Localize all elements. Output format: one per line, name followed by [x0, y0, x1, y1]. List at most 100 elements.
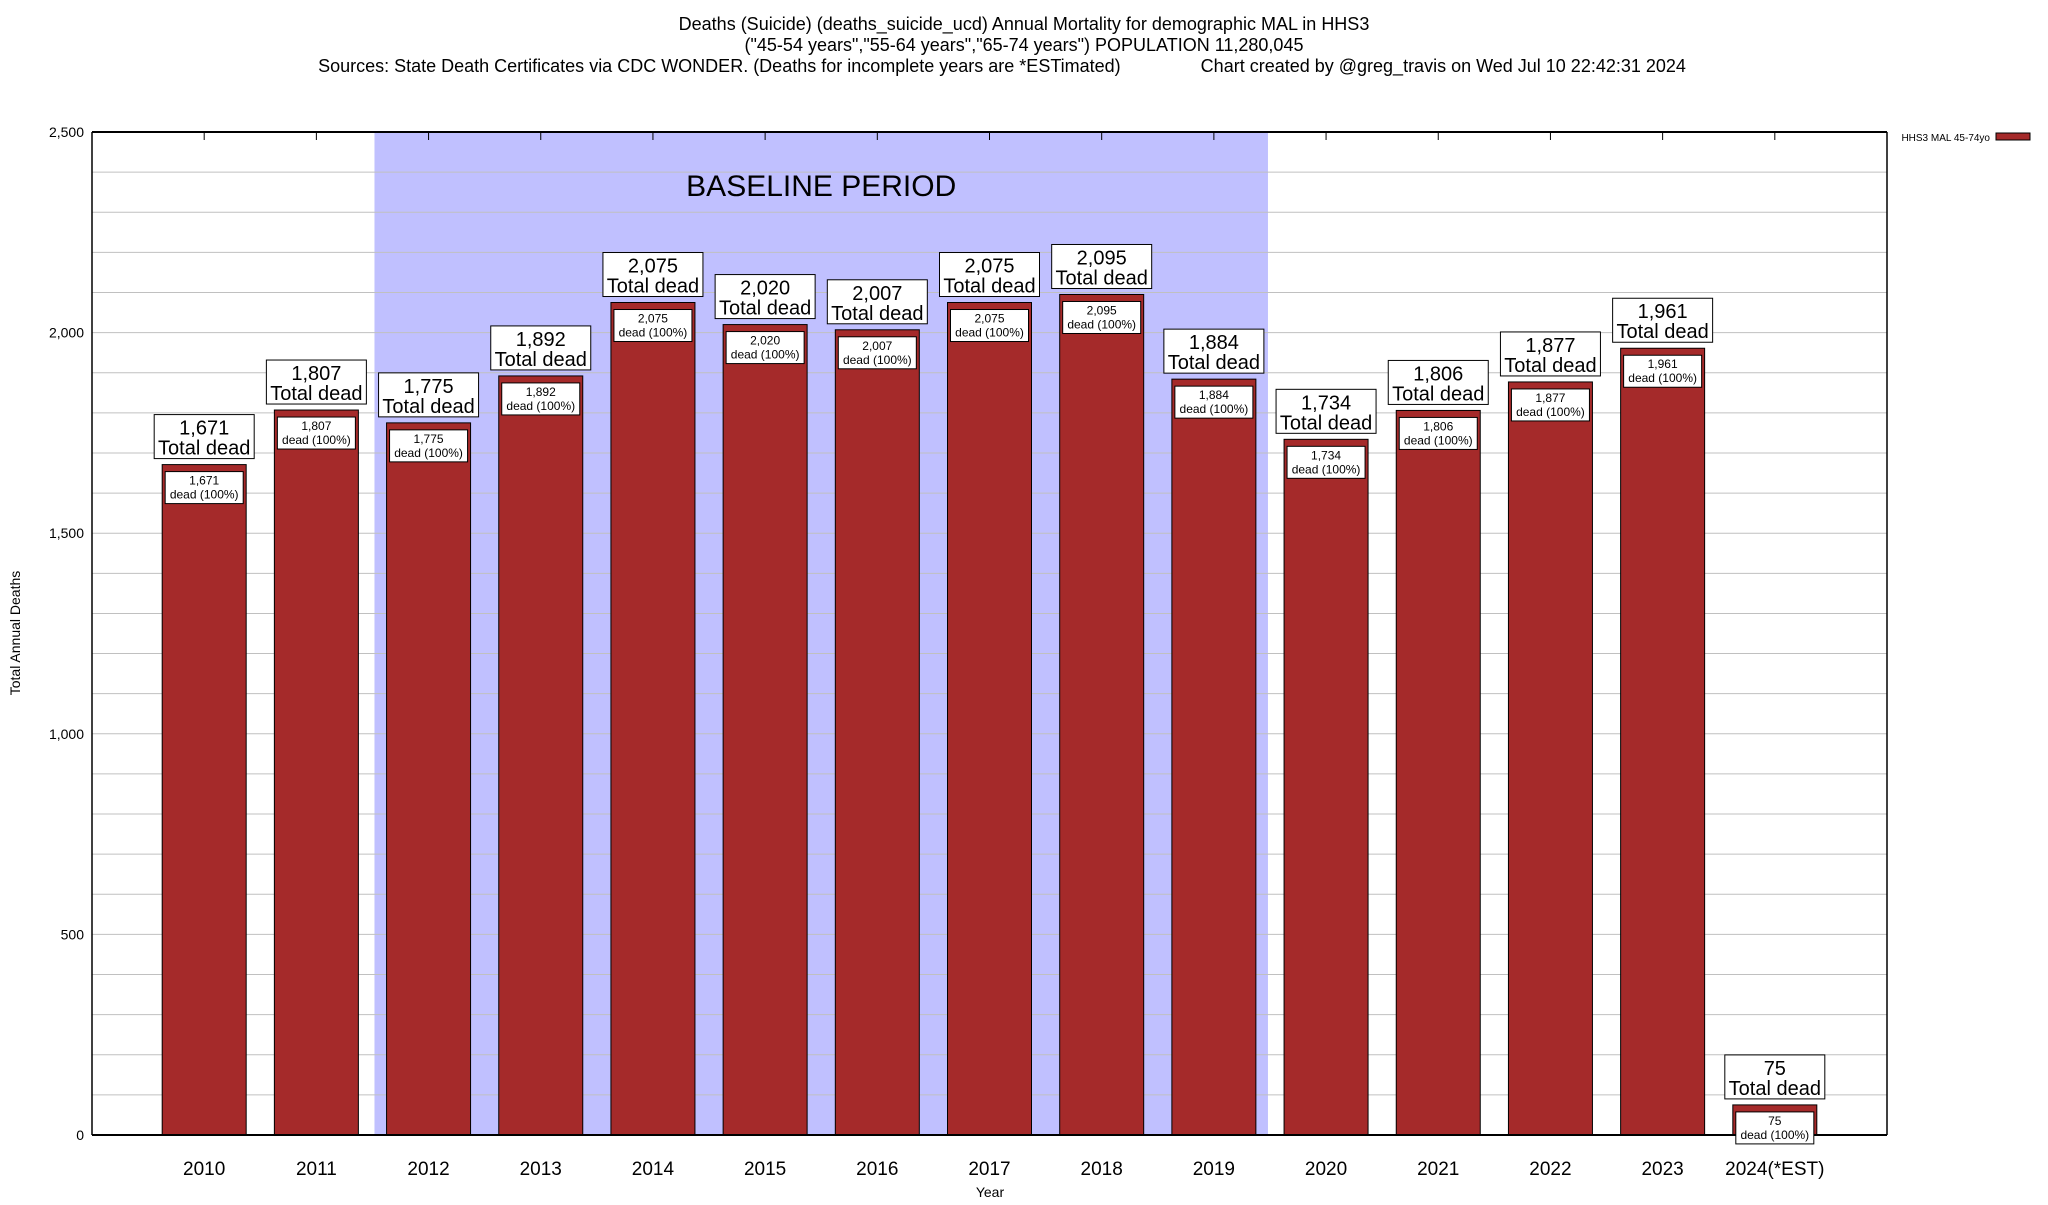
total-value-label: 2,095: [1077, 247, 1127, 269]
bar: [386, 422, 472, 1136]
total-value-label: 1,671: [179, 418, 229, 440]
total-dead-label: Total dead: [270, 383, 362, 405]
total-value-label: 1,961: [1638, 301, 1688, 323]
inner-dead-label: dead (100%): [955, 326, 1024, 340]
inner-dead-label: dead (100%): [1404, 433, 1473, 447]
inner-label-box: [276, 416, 356, 450]
total-label-box: [1051, 243, 1153, 289]
x-tick-label: 2015: [744, 1159, 786, 1180]
x-tick-label: 2022: [1529, 1159, 1571, 1180]
bar: [947, 302, 1032, 1136]
inner-value-label: 1,884: [1199, 388, 1229, 402]
total-value-label: 1,806: [1413, 363, 1463, 385]
inner-label-box: [1623, 354, 1703, 388]
bar: [1507, 381, 1593, 1136]
total-value-label: 2,075: [964, 256, 1014, 278]
inner-dead-label: dead (100%): [619, 326, 688, 340]
inner-value-label: 2,020: [750, 334, 780, 348]
bar: [1171, 378, 1257, 1136]
total-value-label: 1,775: [404, 376, 454, 398]
x-tick-label: 2016: [856, 1159, 898, 1180]
inner-dead-label: dead (100%): [731, 348, 800, 362]
y-tick-label: 2,000: [49, 325, 84, 341]
x-tick-label: 2014: [632, 1159, 675, 1180]
inner-label-box: [1062, 300, 1142, 334]
inner-dead-label: dead (100%): [1180, 402, 1249, 416]
inner-dead-label: dead (100%): [1067, 317, 1136, 331]
x-tick-label: 2010: [183, 1159, 225, 1180]
inner-value-label: 1,671: [189, 474, 219, 488]
inner-value-label: 1,734: [1311, 448, 1341, 462]
total-value-label: 1,892: [516, 329, 566, 351]
inner-label-box: [1174, 385, 1254, 419]
title-line-3: Sources: State Death Certificates via CD…: [318, 56, 1686, 77]
inner-label-box: [1286, 445, 1366, 479]
total-value-label: 2,007: [852, 283, 902, 305]
total-label-box: [602, 252, 704, 298]
chart-title: Deaths (Suicide) (deaths_suicide_ucd) An…: [318, 14, 1686, 77]
x-tick-label: 2023: [1641, 1159, 1683, 1180]
inner-label-box: [1510, 388, 1590, 422]
inner-label-box: [950, 309, 1029, 343]
inner-dead-label: dead (100%): [843, 353, 912, 367]
total-label-box: [490, 325, 592, 371]
inner-dead-label: dead (100%): [170, 488, 239, 502]
bar: [610, 302, 696, 1136]
x-axis-label: Year: [976, 1184, 1005, 1200]
bar: [1059, 293, 1145, 1136]
baseline-period-label: BASELINE PERIOD: [686, 170, 956, 203]
total-dead-label: Total dead: [1392, 383, 1484, 405]
total-dead-label: Total dead: [158, 438, 250, 460]
total-dead-label: Total dead: [1504, 355, 1596, 377]
bar: [834, 329, 920, 1136]
x-tick-label: 2018: [1081, 1159, 1123, 1180]
inner-label-box: [725, 331, 805, 365]
total-dead-label: Total dead: [1729, 1078, 1821, 1100]
total-label-box: [153, 414, 255, 460]
inner-label-box: [1735, 1111, 1815, 1145]
x-tick-label: 2020: [1305, 1159, 1347, 1180]
total-label-box: [378, 372, 480, 418]
inner-dead-label: dead (100%): [282, 433, 351, 447]
inner-label-box: [164, 471, 244, 505]
inner-value-label: 2,007: [862, 339, 892, 353]
inner-label-box: [613, 309, 693, 343]
total-dead-label: Total dead: [831, 303, 923, 325]
inner-dead-label: dead (100%): [1516, 405, 1585, 419]
x-tick-label: 2017: [968, 1159, 1010, 1180]
total-label-box: [1163, 328, 1265, 374]
x-tick-label: 2024(*EST): [1725, 1159, 1824, 1180]
total-dead-label: Total dead: [1056, 267, 1148, 289]
total-dead-label: Total dead: [1616, 321, 1708, 343]
legend-label: HHS3 MAL 45-74yo: [1901, 133, 1990, 144]
inner-dead-label: dead (100%): [506, 399, 575, 413]
inner-value-label: 1,892: [526, 385, 556, 399]
total-dead-label: Total dead: [719, 298, 811, 320]
y-tick-label: 500: [61, 926, 85, 942]
total-label-box: [265, 359, 367, 405]
total-value-label: 2,075: [628, 256, 678, 278]
total-value-label: 1,807: [291, 363, 341, 385]
total-label-box: [1612, 297, 1714, 343]
total-dead-label: Total dead: [607, 276, 699, 298]
bar: [273, 409, 359, 1136]
legend-swatch: [1995, 132, 2031, 141]
total-value-label: 2,020: [740, 278, 790, 300]
total-label-box: [714, 274, 816, 320]
inner-dead-label: dead (100%): [394, 446, 463, 460]
bar: [1283, 438, 1369, 1136]
inner-value-label: 1,807: [301, 419, 331, 433]
inner-label-box: [389, 429, 469, 463]
inner-dead-label: dead (100%): [1292, 462, 1361, 476]
inner-label-box: [501, 382, 581, 416]
y-tick-label: 1,500: [49, 525, 84, 541]
total-value-label: 1,734: [1301, 392, 1351, 414]
x-tick-label: 2011: [296, 1159, 337, 1180]
y-tick-label: 0: [76, 1127, 84, 1143]
inner-value-label: 2,095: [1087, 303, 1117, 317]
title-line-2: ("45-54 years","55-64 years","65-74 year…: [745, 35, 1304, 55]
total-label-box: [1724, 1054, 1826, 1100]
inner-value-label: 1,806: [1423, 419, 1453, 433]
inner-value-label: 1,775: [414, 432, 444, 446]
